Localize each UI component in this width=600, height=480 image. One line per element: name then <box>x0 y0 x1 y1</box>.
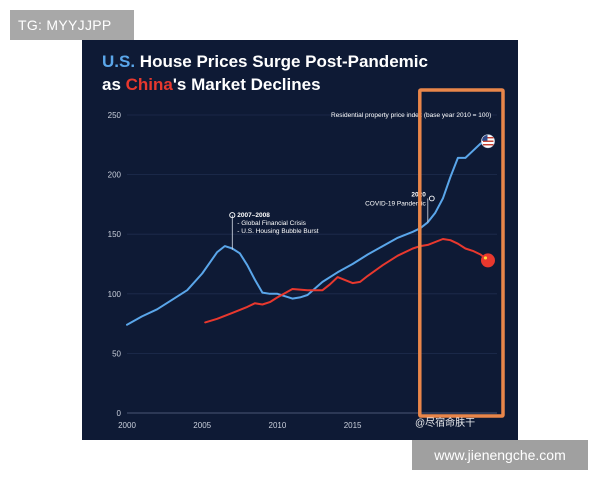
title-line-1: U.S. House Prices Surge Post-Pandemic <box>102 50 428 73</box>
y-tick-label-150: 150 <box>108 230 122 239</box>
bottom-watermark: www.jienengche.com <box>412 440 588 470</box>
series-line-us <box>126 140 489 326</box>
x-tick-label-2015: 2015 <box>344 421 362 430</box>
chart-svg: 0 50 100 150 200 250 2000 2005 2010 2015 Residenti… <box>108 88 505 430</box>
top-tag: TG: MYYJJPP <box>10 10 134 40</box>
us-flag-canton <box>481 134 488 141</box>
logo-watermark: @尽宿命肤干 <box>415 416 475 429</box>
chart-panel: U.S. House Prices Surge Post-Pandemic as… <box>82 40 518 440</box>
annotation-marker-2020 <box>428 195 435 202</box>
y-tick-label-50: 50 <box>112 349 121 358</box>
title-line2-prefix: as <box>102 75 126 94</box>
highlight-box <box>418 88 505 418</box>
x-tick-label-2010: 2010 <box>269 421 287 430</box>
annotation-marker-2007 <box>229 212 236 219</box>
title-china: China <box>125 75 173 94</box>
annotation-text-2007: - Global Financial Crisis <box>237 220 306 227</box>
annotation-text-2007: - U.S. Housing Bubble Burst <box>237 228 318 235</box>
title-line-2: as China's Market Declines <box>102 73 428 96</box>
y-tick-label-100: 100 <box>108 290 122 299</box>
y-tick-label-200: 200 <box>108 171 122 180</box>
title-us: U.S. <box>102 52 136 71</box>
x-tick-label-2005: 2005 <box>193 421 211 430</box>
chart-subtitle: Residential property price index (base y… <box>331 112 491 119</box>
china-flag-star <box>483 256 488 260</box>
y-tick-label-250: 250 <box>108 111 122 120</box>
chart-title: U.S. House Prices Surge Post-Pandemic as… <box>102 50 428 96</box>
annotation-text-2020: COVID-19 Pandemic <box>365 200 426 207</box>
china-flag-icon <box>480 253 495 268</box>
title-line2-rest: 's Market Declines <box>172 75 321 94</box>
title-line1-rest: House Prices Surge Post-Pandemic <box>135 52 428 71</box>
series-line-china <box>204 238 489 324</box>
x-tick-label-2000: 2000 <box>118 421 136 430</box>
y-tick-label-0: 0 <box>117 409 122 418</box>
annotation-label-2007: 2007–2008 <box>237 212 270 219</box>
